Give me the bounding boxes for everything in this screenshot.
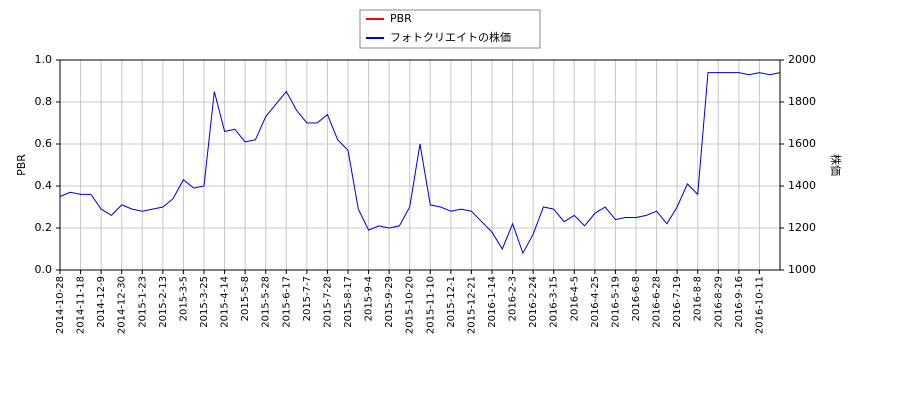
x-tick-label: 2015-4-14 xyxy=(220,276,231,328)
x-tick-label: 2015-12-1 xyxy=(446,276,457,328)
y2-tick-label: 2000 xyxy=(788,53,816,66)
x-tick-label: 2016-3-15 xyxy=(549,276,560,328)
x-tick-label: 2015-3-25 xyxy=(199,276,210,328)
x-tick-label: 2016-4-5 xyxy=(569,276,580,321)
x-tick-label: 2015-3-5 xyxy=(178,276,189,321)
x-tick-label: 2015-10-20 xyxy=(405,276,416,334)
x-tick-label: 2016-1-14 xyxy=(487,276,498,328)
legend xyxy=(359,9,541,49)
x-tick-label: 2015-7-7 xyxy=(302,276,313,321)
y2-axis-label: 株価 xyxy=(829,154,843,176)
x-tick-label: 2016-9-16 xyxy=(734,276,745,328)
x-tick-label: 2015-11-10 xyxy=(425,276,436,334)
x-tick-label: 2015-5-8 xyxy=(240,276,251,321)
y-axis-label: PBR xyxy=(15,154,28,176)
x-tick-label: 2015-1-23 xyxy=(137,276,148,328)
x-tick-label: 2015-5-28 xyxy=(261,276,272,328)
x-tick-label: 2016-2-24 xyxy=(528,276,539,328)
y-tick-label: 0.8 xyxy=(35,95,53,108)
series-line xyxy=(59,72,781,255)
y-tick-label: 1.0 xyxy=(35,53,53,66)
y-tick-label: 0.0 xyxy=(35,263,53,276)
x-tick-label: 2015-9-4 xyxy=(364,276,375,321)
x-tick-label: 2016-6-8 xyxy=(631,276,642,321)
y-tick-label: 0.2 xyxy=(35,221,53,234)
x-tick-label: 2016-8-8 xyxy=(693,276,704,321)
x-tick-label: 2014-12-30 xyxy=(117,276,128,334)
x-tick-label: 2016-7-19 xyxy=(672,276,683,328)
x-tick-label: 2015-7-28 xyxy=(322,276,333,328)
y-tick-label: 0.6 xyxy=(35,137,53,150)
x-tick-label: 2014-10-28 xyxy=(55,276,66,334)
x-tick-label: 2016-2-3 xyxy=(508,276,519,321)
y2-tick-label: 1600 xyxy=(788,137,816,150)
x-tick-label: 2016-4-25 xyxy=(590,276,601,328)
x-tick-label: 2015-8-17 xyxy=(343,276,354,328)
x-tick-label: 2015-2-13 xyxy=(158,276,169,328)
y2-tick-label: 1200 xyxy=(788,221,816,234)
x-tick-label: 2015-12-21 xyxy=(466,276,477,334)
x-tick-label: 2014-11-18 xyxy=(76,276,87,334)
x-tick-label: 2016-8-29 xyxy=(713,276,724,328)
y-tick-label: 0.4 xyxy=(35,179,53,192)
plot-area xyxy=(60,60,780,270)
y2-tick-label: 1400 xyxy=(788,179,816,192)
x-tick-label: 2014-12-9 xyxy=(96,276,107,328)
y2-tick-label: 1000 xyxy=(788,263,816,276)
x-tick-label: 2015-9-29 xyxy=(384,276,395,328)
x-tick-label: 2016-5-19 xyxy=(610,276,621,328)
plot-frame xyxy=(59,59,781,271)
x-tick-label: 2016-6-28 xyxy=(652,276,663,328)
y2-tick-label: 1800 xyxy=(788,95,816,108)
x-tick-label: 2015-6-17 xyxy=(281,276,292,328)
legend-label: PBR xyxy=(390,12,412,25)
x-tick-label: 2016-10-11 xyxy=(754,276,765,334)
legend-label: フォトクリエイトの株価 xyxy=(390,30,511,44)
